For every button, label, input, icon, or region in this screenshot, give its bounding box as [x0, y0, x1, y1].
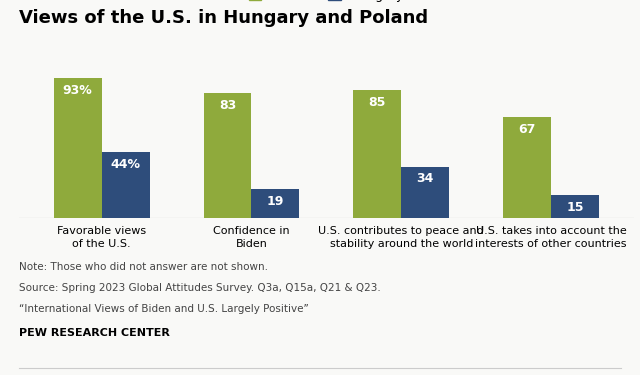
Legend: Poland, Hungary: Poland, Hungary: [244, 0, 409, 8]
Bar: [503, 117, 551, 218]
Text: Note: Those who did not answer are not shown.: Note: Those who did not answer are not s…: [19, 262, 268, 273]
Bar: [353, 90, 401, 218]
Bar: [54, 78, 102, 218]
Text: 67: 67: [518, 123, 536, 136]
Text: 83: 83: [219, 99, 236, 112]
Text: 34: 34: [417, 172, 434, 186]
Bar: [204, 93, 252, 218]
Text: 44%: 44%: [111, 158, 141, 171]
Bar: [252, 189, 300, 217]
Text: PEW RESEARCH CENTER: PEW RESEARCH CENTER: [19, 328, 170, 338]
Text: Source: Spring 2023 Global Attitudes Survey. Q3a, Q15a, Q21 & Q23.: Source: Spring 2023 Global Attitudes Sur…: [19, 283, 381, 293]
Text: 19: 19: [267, 195, 284, 208]
Text: 85: 85: [369, 96, 386, 109]
Bar: [102, 152, 150, 217]
Bar: [401, 166, 449, 218]
Text: 93%: 93%: [63, 84, 93, 97]
Text: “International Views of Biden and U.S. Largely Positive”: “International Views of Biden and U.S. L…: [19, 304, 309, 314]
Bar: [551, 195, 599, 217]
Text: Views of the U.S. in Hungary and Poland: Views of the U.S. in Hungary and Poland: [19, 9, 428, 27]
Text: 15: 15: [566, 201, 584, 214]
